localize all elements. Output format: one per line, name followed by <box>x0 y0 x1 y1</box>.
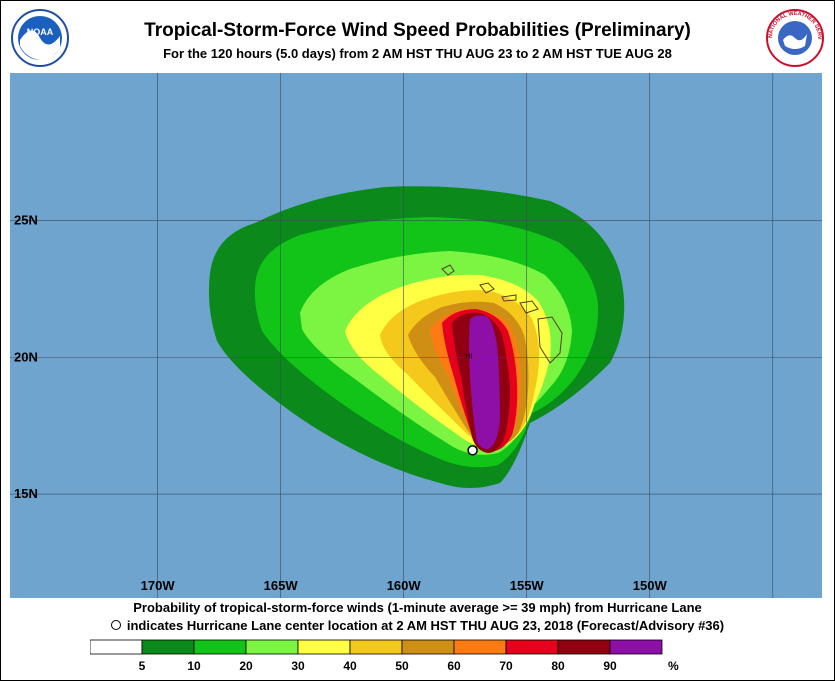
legend-swatch <box>245 639 299 655</box>
axis-labels: 170W 165W 160W 155W 150W 25N 20N 15N <box>14 213 667 593</box>
island-oahu <box>479 282 495 294</box>
legend-label: 70 <box>499 659 513 673</box>
lon-tick-label: 160W <box>387 578 422 593</box>
lat-tick-label: 20N <box>14 349 38 364</box>
lon-tick-label: 155W <box>510 578 545 593</box>
legend-label: 50 <box>395 659 409 673</box>
legend-label: 5 <box>139 659 146 673</box>
probability-map: 170W 165W 160W 155W 150W 25N 20N 15N HI <box>10 73 822 598</box>
lat-tick-label: 15N <box>14 486 38 501</box>
legend-label: 30 <box>291 659 305 673</box>
legend-swatch <box>90 639 143 655</box>
noaa-logo: NOAA <box>11 9 69 67</box>
legend-swatch <box>505 639 559 655</box>
lon-tick-label: 170W <box>141 578 176 593</box>
caption-line-1: Probability of tropical-storm-force wind… <box>133 600 702 615</box>
lon-tick-label: 150W <box>633 578 668 593</box>
legend-unit: % <box>668 659 679 673</box>
hawaii-label: HI <box>465 354 472 361</box>
footer: Probability of tropical-storm-force wind… <box>0 600 835 681</box>
legend-label: 40 <box>343 659 357 673</box>
caption-line-2: indicates Hurricane Lane center location… <box>0 618 835 633</box>
nws-logo: NATIONAL WEATHER SERVICE <box>765 8 824 67</box>
contour-90-plus <box>469 315 500 449</box>
chart-subtitle: For the 120 hours (5.0 days) from 2 AM H… <box>163 46 672 61</box>
island-molokai <box>501 294 517 302</box>
legend-label: 80 <box>551 659 565 673</box>
island-maui <box>519 300 539 314</box>
svg-text:NOAA: NOAA <box>27 27 54 37</box>
legend-swatch <box>297 639 351 655</box>
island-kauai <box>441 264 455 276</box>
legend-label: 20 <box>239 659 253 673</box>
legend-swatch <box>557 639 611 655</box>
legend-swatch <box>453 639 507 655</box>
hawaiian-islands <box>441 264 563 364</box>
chart-title: Tropical-Storm-Force Wind Speed Probabil… <box>144 20 691 41</box>
legend-label: 90 <box>603 659 617 673</box>
lat-lon-grid <box>10 73 822 598</box>
caption-line-2-text: indicates Hurricane Lane center location… <box>126 618 725 633</box>
legend-swatch <box>401 639 455 655</box>
color-legend: 5 10 20 30 40 50 60 70 80 90% <box>90 639 679 673</box>
legend-swatch <box>141 639 195 655</box>
storm-center-marker <box>467 445 478 456</box>
legend-swatch <box>193 639 247 655</box>
island-big-island <box>537 316 563 364</box>
lat-tick-label: 25N <box>14 213 38 228</box>
header: NOAA Tropical-Storm-Force Wind Speed Pro… <box>0 0 835 72</box>
legend-label: 60 <box>447 659 461 673</box>
legend-label: 10 <box>187 659 201 673</box>
lon-tick-label: 165W <box>264 578 299 593</box>
storm-center-legend-icon <box>110 620 121 630</box>
probability-contours <box>208 186 625 488</box>
legend-swatch <box>349 639 403 655</box>
legend-swatch <box>609 639 663 655</box>
